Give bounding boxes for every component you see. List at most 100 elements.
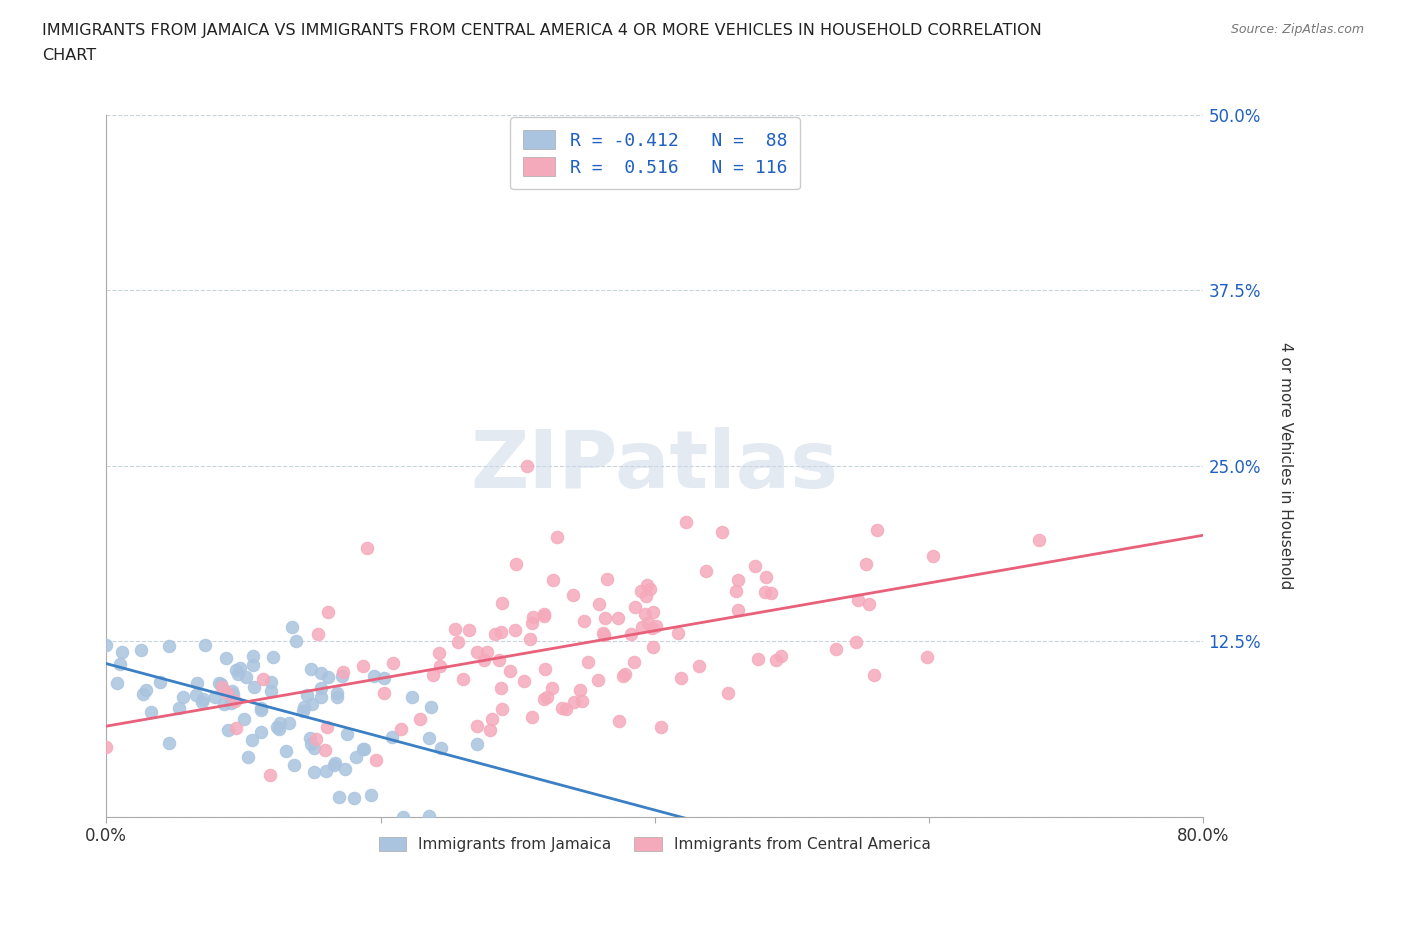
Point (638, 581, 661, 596)
Point (534, 662, 557, 677)
Point (519, 631, 541, 646)
Point (108, 656, 131, 671)
Point (225, 662, 247, 677)
Point (291, 704, 314, 719)
Point (641, 621, 664, 636)
Point (266, 720, 288, 735)
Point (298, 730, 321, 745)
Point (522, 609, 544, 624)
Point (269, 722, 291, 737)
Point (232, 711, 254, 726)
Point (457, 623, 479, 638)
Point (221, 687, 243, 702)
Point (420, 699, 443, 714)
Point (299, 737, 322, 752)
Point (569, 682, 592, 697)
Point (554, 701, 576, 716)
Point (295, 687, 318, 702)
Point (278, 715, 301, 730)
Point (488, 653, 510, 668)
Point (491, 702, 513, 717)
Point (475, 644, 498, 659)
Point (505, 557, 527, 572)
Point (172, 689, 194, 704)
Point (401, 689, 423, 704)
Point (637, 616, 659, 631)
Point (765, 653, 787, 668)
Point (302, 764, 325, 779)
Point (311, 681, 333, 696)
Point (540, 681, 562, 696)
Point (623, 599, 645, 614)
Point (274, 744, 297, 759)
Point (695, 564, 717, 578)
Point (769, 648, 792, 663)
Point (536, 689, 558, 704)
Point (309, 666, 332, 681)
Point (186, 676, 208, 691)
Point (430, 741, 453, 756)
Point (546, 529, 568, 544)
Point (607, 611, 630, 626)
Text: IMMIGRANTS FROM JAMAICA VS IMMIGRANTS FROM CENTRAL AMERICA 4 OR MORE VEHICLES IN: IMMIGRANTS FROM JAMAICA VS IMMIGRANTS FR… (42, 23, 1042, 38)
Point (533, 607, 555, 622)
Point (132, 686, 155, 701)
Point (688, 658, 710, 673)
Point (418, 809, 440, 824)
Point (1028, 532, 1050, 547)
Point (191, 695, 214, 710)
Point (110, 644, 132, 659)
Point (332, 669, 354, 684)
Point (451, 671, 474, 686)
Point (352, 742, 374, 757)
Point (858, 597, 880, 612)
Point (465, 644, 488, 659)
Point (574, 614, 596, 629)
Point (744, 558, 766, 573)
Point (249, 700, 271, 715)
Point (204, 689, 226, 704)
Point (157, 736, 180, 751)
Point (381, 729, 404, 744)
Legend: Immigrants from Jamaica, Immigrants from Central America: Immigrants from Jamaica, Immigrants from… (373, 830, 938, 858)
Point (269, 715, 291, 730)
Point (855, 556, 877, 571)
Point (309, 690, 332, 705)
Point (846, 592, 869, 607)
Point (499, 663, 522, 678)
Point (491, 595, 513, 610)
Point (353, 742, 375, 757)
Point (922, 549, 945, 564)
Point (242, 658, 264, 672)
Point (360, 788, 382, 803)
Point (243, 679, 266, 694)
Point (409, 711, 432, 726)
Point (325, 755, 347, 770)
Point (541, 573, 564, 588)
Point (620, 627, 643, 642)
Point (631, 619, 654, 634)
Point (533, 608, 555, 623)
Point (332, 664, 354, 679)
Point (96, 637, 118, 652)
Point (315, 742, 337, 757)
Point (226, 666, 249, 681)
Point (260, 684, 283, 698)
Point (576, 655, 599, 670)
Point (363, 669, 385, 684)
Point (242, 649, 264, 664)
Text: CHART: CHART (42, 48, 96, 63)
Point (562, 694, 585, 709)
Point (250, 724, 273, 739)
Point (478, 723, 501, 737)
Point (389, 722, 412, 737)
Point (727, 603, 749, 618)
Point (429, 659, 451, 674)
Point (252, 671, 274, 686)
Point (167, 701, 190, 716)
Point (513, 673, 536, 688)
Point (262, 650, 284, 665)
Y-axis label: 4 or more Vehicles in Household: 4 or more Vehicles in Household (1278, 342, 1292, 590)
Point (304, 741, 326, 756)
Point (520, 616, 543, 631)
